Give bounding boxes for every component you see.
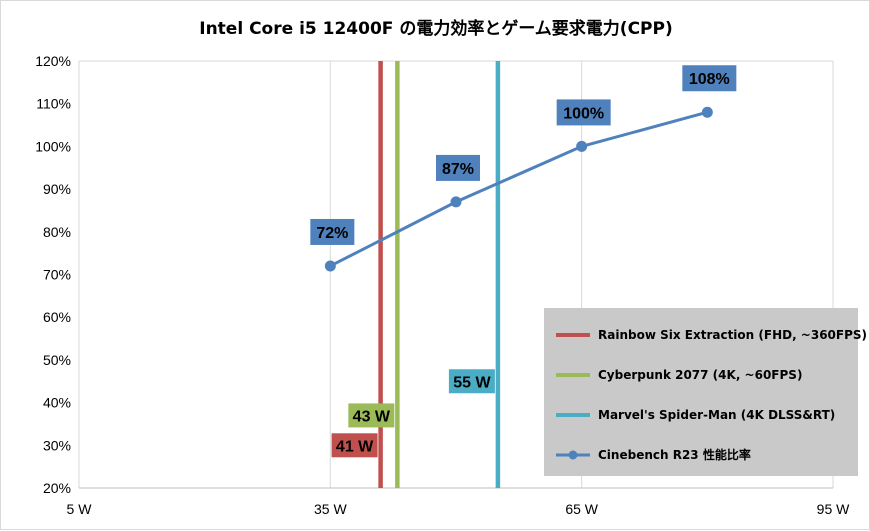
data-point bbox=[701, 106, 713, 118]
legend-label: Marvel's Spider-Man (4K DLSS&RT) bbox=[598, 408, 835, 422]
y-tick-label: 50% bbox=[43, 352, 71, 368]
data-label-box bbox=[556, 99, 611, 126]
legend-box bbox=[544, 308, 858, 476]
data-label: 100% bbox=[563, 105, 604, 122]
x-tick-label: 35 W bbox=[314, 501, 347, 517]
data-label-box bbox=[310, 218, 355, 245]
data-label: 108% bbox=[689, 71, 730, 88]
y-tick-label: 30% bbox=[43, 437, 71, 453]
y-tick-label: 20% bbox=[43, 480, 71, 496]
y-tick-label: 60% bbox=[43, 309, 71, 325]
series-layer: 72% 87% 100% 108% bbox=[310, 65, 737, 272]
data-label: 72% bbox=[316, 225, 348, 242]
y-tick-label: 70% bbox=[43, 267, 71, 283]
y-tick-label: 80% bbox=[43, 224, 71, 240]
reference-label-box bbox=[448, 369, 495, 394]
series-line bbox=[329, 110, 708, 268]
legend-label: Rainbow Six Extraction (FHD, ~360FPS) bbox=[598, 328, 867, 342]
y-tick-label: 110% bbox=[36, 96, 71, 112]
chart-title: Intel Core i5 12400F の電力効率とゲーム要求電力(CPP) bbox=[199, 18, 673, 39]
data-label-box bbox=[436, 154, 480, 181]
y-tick-label: 100% bbox=[35, 138, 71, 154]
reference-label: 43 W bbox=[353, 408, 391, 425]
data-point bbox=[450, 196, 462, 208]
x-tick-label: 65 W bbox=[565, 501, 598, 517]
reference-lines-layer: 41 W 43 W 55 W bbox=[331, 61, 501, 488]
legend-label: Cinebench R23 性能比率 bbox=[598, 447, 751, 462]
reference-label: 41 W bbox=[336, 438, 374, 455]
legend: Rainbow Six Extraction (FHD, ~360FPS) Cyb… bbox=[544, 308, 867, 476]
legend-marker bbox=[568, 450, 578, 460]
data-point bbox=[576, 140, 588, 152]
reference-label-box bbox=[331, 433, 378, 458]
x-tick-label: 5 W bbox=[67, 501, 93, 517]
data-label: 87% bbox=[442, 161, 474, 178]
reference-label-box bbox=[348, 403, 395, 428]
y-tick-label: 90% bbox=[43, 181, 71, 197]
data-label-box bbox=[682, 65, 737, 92]
y-tick-label: 120% bbox=[35, 53, 71, 69]
reference-label: 55 W bbox=[453, 374, 491, 391]
y-tick-label: 40% bbox=[43, 395, 71, 411]
legend-label: Cyberpunk 2077 (4K, ~60FPS) bbox=[598, 368, 802, 382]
axis-layer: 20% 30% 40% 50% 60% 70% 80% 90% 100% 110% 120% 5 W 3… bbox=[35, 53, 850, 517]
x-tick-label: 95 W bbox=[817, 501, 850, 517]
data-point bbox=[324, 260, 336, 272]
